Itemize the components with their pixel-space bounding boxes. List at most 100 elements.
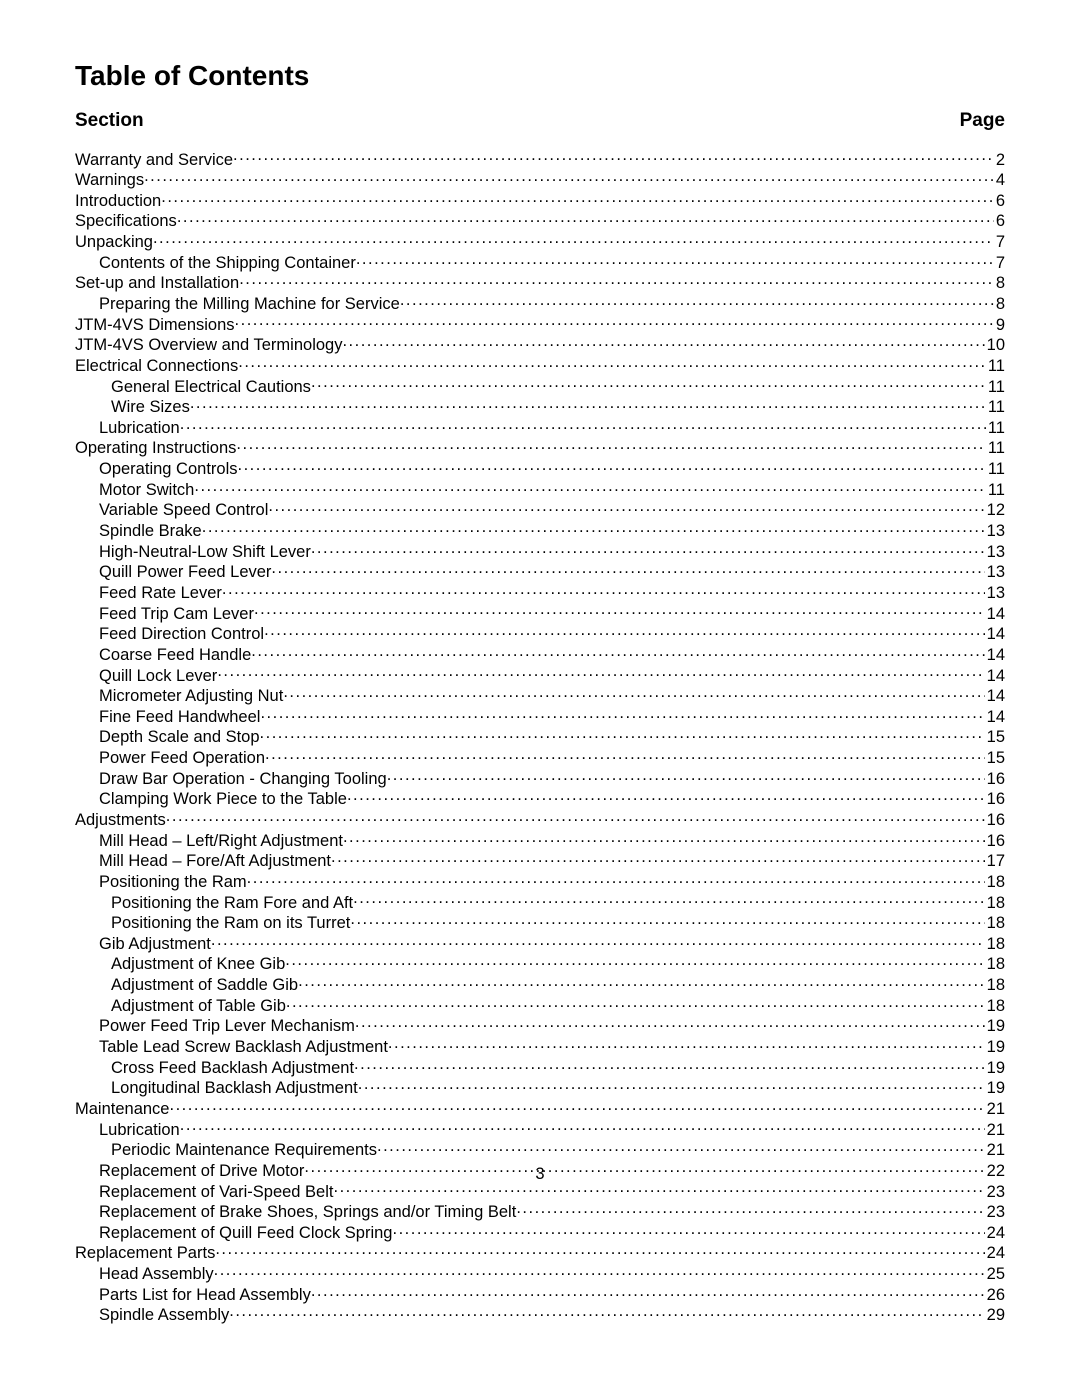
toc-label: Electrical Connections — [75, 357, 238, 375]
toc-page: 18 — [985, 955, 1005, 973]
toc-page: 11 — [986, 357, 1005, 375]
toc-row: Introduction 6 — [75, 189, 1005, 210]
toc-page: 4 — [994, 171, 1005, 189]
toc-row: Wire Sizes11 — [75, 396, 1005, 417]
toc-page: 18 — [985, 997, 1005, 1015]
toc-leader — [169, 1097, 984, 1114]
toc-row: Spindle Assembly29 — [75, 1304, 1005, 1325]
toc-page: 19 — [985, 1017, 1005, 1035]
toc-page: 18 — [985, 894, 1005, 912]
toc-label: Gib Adjustment — [99, 935, 211, 953]
toc-leader — [238, 458, 986, 475]
toc-leader — [180, 416, 986, 433]
toc-row: Specifications6 — [75, 210, 1005, 231]
toc-leader — [236, 437, 985, 454]
toc-page: 9 — [994, 316, 1005, 334]
toc-leader — [358, 1077, 985, 1094]
section-header: Section — [75, 110, 144, 132]
toc-row: Longitudinal Backlash Adjustment 19 — [75, 1077, 1005, 1098]
toc-leader — [161, 189, 994, 206]
toc-label: Positioning the Ram on its Turret — [111, 914, 350, 932]
toc-row: Quill Lock Lever14 — [75, 664, 1005, 685]
toc-label: Depth Scale and Stop — [99, 728, 260, 746]
toc-page: 19 — [985, 1079, 1005, 1097]
toc-label: Fine Feed Handwheel — [99, 708, 260, 726]
toc-page: 14 — [985, 625, 1005, 643]
toc-leader — [235, 313, 994, 330]
toc-page: 26 — [985, 1286, 1005, 1304]
toc-leader — [222, 581, 985, 598]
toc-label: Variable Speed Control — [99, 501, 268, 519]
toc-row: Maintenance 21 — [75, 1097, 1005, 1118]
toc-label: Set-up and Installation — [75, 274, 239, 292]
toc-row: Parts List for Head Assembly26 — [75, 1283, 1005, 1304]
toc-label: Adjustment of Saddle Gib — [111, 976, 298, 994]
toc-leader — [180, 1118, 985, 1135]
toc-label: Replacement of Brake Shoes, Springs and/… — [99, 1203, 516, 1221]
toc-label: Adjustments — [75, 811, 166, 829]
toc-row: Quill Power Feed Lever 13 — [75, 561, 1005, 582]
toc-page: 13 — [985, 543, 1005, 561]
toc-row: General Electrical Cautions 11 — [75, 375, 1005, 396]
toc-leader — [311, 375, 986, 392]
toc-row: Draw Bar Operation - Changing Tooling 16 — [75, 767, 1005, 788]
toc-leader — [166, 809, 985, 826]
toc-row: Feed Rate Lever13 — [75, 581, 1005, 602]
toc-row: Operating Controls 11 — [75, 458, 1005, 479]
toc-label: Power Feed Trip Lever Mechanism — [99, 1017, 355, 1035]
toc-label: JTM-4VS Dimensions — [75, 316, 235, 334]
toc-row: Table Lead Screw Backlash Adjustment 19 — [75, 1036, 1005, 1057]
toc-label: Maintenance — [75, 1100, 169, 1118]
toc-row: High-Neutral-Low Shift Lever 13 — [75, 540, 1005, 561]
toc-row: Positioning the Ram on its Turret 18 — [75, 912, 1005, 933]
toc-label: Feed Direction Control — [99, 625, 264, 643]
toc-label: JTM-4VS Overview and Terminology — [75, 336, 342, 354]
toc-page: 25 — [985, 1265, 1005, 1283]
toc-row: Replacement of Brake Shoes, Springs and/… — [75, 1201, 1005, 1222]
toc-label: Introduction — [75, 192, 161, 210]
toc-label: Operating Controls — [99, 460, 238, 478]
toc-leader — [251, 643, 984, 660]
toc-leader — [350, 912, 984, 929]
toc-row: Clamping Work Piece to the Table16 — [75, 788, 1005, 809]
toc-row: Adjustment of Table Gib18 — [75, 994, 1005, 1015]
toc-row: Periodic Maintenance Requirements 21 — [75, 1139, 1005, 1160]
toc-leader — [194, 478, 986, 495]
toc-page: 8 — [994, 274, 1005, 292]
toc-label: Periodic Maintenance Requirements — [111, 1141, 377, 1159]
toc-list: Warranty and Service2Warnings 4Introduct… — [75, 148, 1005, 1325]
toc-page: 14 — [985, 687, 1005, 705]
toc-label: Micrometer Adjusting Nut — [99, 687, 283, 705]
toc-row: Unpacking7 — [75, 231, 1005, 252]
toc-page: 11 — [986, 378, 1005, 396]
toc-page: 24 — [985, 1244, 1005, 1262]
toc-label: Mill Head – Left/Right Adjustment — [99, 832, 343, 850]
toc-label: Draw Bar Operation - Changing Tooling — [99, 770, 387, 788]
toc-leader — [239, 272, 994, 289]
toc-row: Lubrication11 — [75, 416, 1005, 437]
toc-leader — [347, 788, 985, 805]
toc-label: Feed Trip Cam Lever — [99, 605, 254, 623]
toc-label: Replacement of Quill Feed Clock Spring — [99, 1224, 392, 1242]
toc-page: 18 — [985, 873, 1005, 891]
toc-page: 14 — [985, 605, 1005, 623]
toc-label: High-Neutral-Low Shift Lever — [99, 543, 311, 561]
toc-label: Positioning the Ram — [99, 873, 247, 891]
toc-page: 23 — [985, 1183, 1005, 1201]
toc-page: 18 — [985, 914, 1005, 932]
toc-page: 14 — [985, 646, 1005, 664]
toc-leader — [247, 870, 985, 887]
toc-page: 7 — [994, 254, 1005, 272]
toc-row: Replacement of Quill Feed Clock Spring24 — [75, 1221, 1005, 1242]
toc-page: 6 — [994, 192, 1005, 210]
toc-leader — [353, 891, 985, 908]
toc-label: Adjustment of Knee Gib — [111, 955, 285, 973]
toc-leader — [355, 1015, 985, 1032]
toc-row: Warranty and Service2 — [75, 148, 1005, 169]
toc-leader — [260, 705, 984, 722]
toc-page: 16 — [985, 770, 1005, 788]
toc-row: Fine Feed Handwheel14 — [75, 705, 1005, 726]
toc-row: Adjustment of Knee Gib 18 — [75, 953, 1005, 974]
toc-label: Replacement of Vari-Speed Belt — [99, 1183, 334, 1201]
toc-label: Feed Rate Lever — [99, 584, 222, 602]
